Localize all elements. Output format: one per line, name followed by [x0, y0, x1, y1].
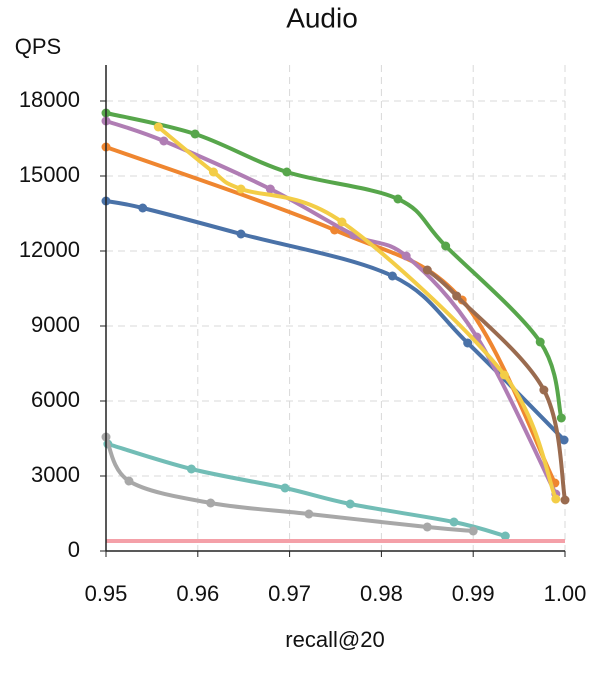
line: [105, 145, 557, 484]
marker: [560, 495, 570, 505]
line: [105, 119, 558, 495]
marker: [236, 184, 246, 194]
y-tick-label: 3000: [31, 462, 80, 487]
y-tick-label: 6000: [31, 387, 80, 412]
x-tick-label: 0.97: [268, 581, 311, 606]
marker: [387, 271, 397, 281]
line: [105, 111, 564, 419]
marker: [337, 217, 347, 227]
marker: [265, 184, 275, 194]
marker: [280, 483, 290, 493]
marker: [463, 338, 473, 348]
x-tick-label: 0.95: [85, 581, 128, 606]
y-tick-label: 0: [68, 537, 80, 562]
marker: [468, 526, 478, 536]
marker: [559, 435, 569, 445]
marker: [282, 167, 292, 177]
marker: [153, 122, 163, 132]
marker: [422, 522, 432, 532]
marker: [452, 291, 462, 301]
marker: [159, 136, 169, 146]
marker: [190, 129, 200, 139]
x-axis-label: recall@20: [285, 627, 384, 652]
marker: [535, 337, 545, 347]
marker: [124, 476, 134, 486]
chart-title: Audio: [286, 2, 358, 33]
marker: [556, 413, 566, 423]
marker: [401, 251, 411, 261]
marker: [236, 229, 246, 239]
x-tick-label: 1.00: [544, 581, 587, 606]
marker: [499, 370, 509, 380]
line: [105, 199, 566, 442]
y-tick-label: 12000: [19, 237, 80, 262]
marker: [138, 203, 148, 213]
marker: [206, 498, 216, 508]
marker: [441, 241, 451, 251]
marker: [539, 385, 549, 395]
marker: [422, 265, 432, 275]
y-tick-label: 18000: [19, 87, 80, 112]
marker: [208, 167, 218, 177]
line: [425, 268, 567, 501]
marker: [186, 464, 196, 474]
x-tick-label: 0.96: [176, 581, 219, 606]
y-tick-label: 15000: [19, 162, 80, 187]
marker: [345, 499, 355, 509]
marker: [551, 494, 561, 504]
x-tick-label: 0.98: [360, 581, 403, 606]
line: [157, 125, 558, 500]
x-tick-label: 0.99: [452, 581, 495, 606]
marker: [449, 517, 459, 527]
marker: [500, 531, 510, 541]
marker: [393, 194, 403, 204]
y-axis-label: QPS: [15, 34, 61, 59]
y-tick-label: 9000: [31, 312, 80, 337]
line: [107, 442, 506, 538]
marker: [304, 509, 314, 519]
